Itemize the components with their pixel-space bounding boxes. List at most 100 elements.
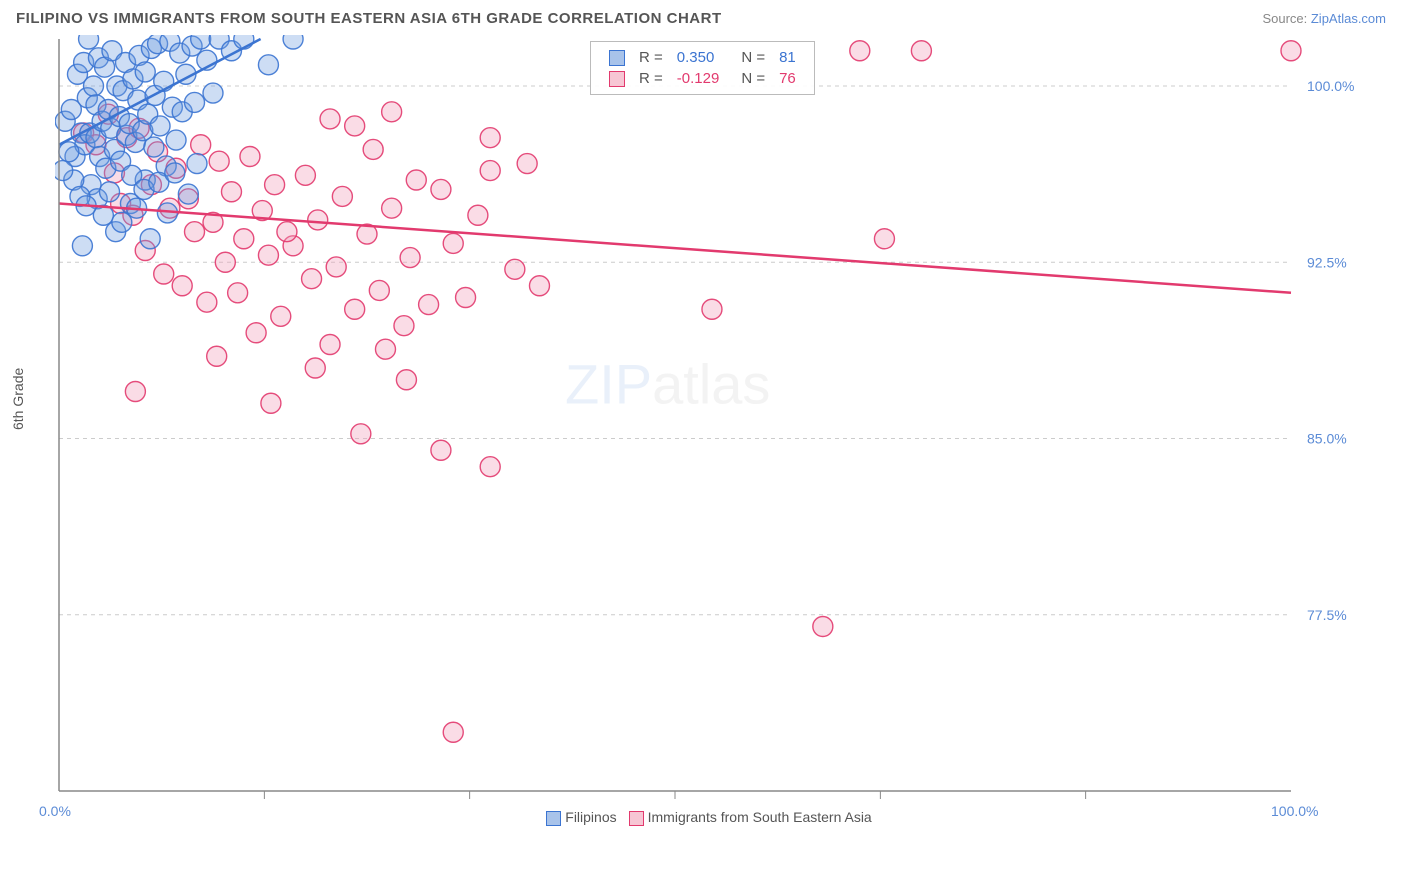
- data-point: [55, 161, 73, 181]
- data-point: [185, 222, 205, 242]
- data-point: [271, 306, 291, 326]
- data-point: [406, 170, 426, 190]
- data-point: [203, 83, 223, 103]
- legend-swatch-icon: [629, 811, 644, 826]
- data-point: [165, 163, 185, 183]
- data-point: [702, 299, 722, 319]
- data-point: [456, 288, 476, 308]
- data-point: [911, 41, 931, 61]
- n-value: 81: [773, 48, 802, 67]
- data-point: [443, 722, 463, 742]
- data-point: [382, 198, 402, 218]
- data-point: [150, 116, 170, 136]
- y-tick-label: 100.0%: [1307, 78, 1354, 94]
- data-point: [308, 210, 328, 230]
- data-point: [154, 71, 174, 91]
- y-tick-label: 92.5%: [1307, 254, 1347, 270]
- data-point: [234, 229, 254, 249]
- data-point: [326, 257, 346, 277]
- r-value: 0.350: [671, 48, 726, 67]
- data-point: [419, 295, 439, 315]
- data-point: [850, 41, 870, 61]
- data-point: [154, 264, 174, 284]
- x-tick-label: 0.0%: [39, 803, 71, 819]
- data-point: [320, 109, 340, 129]
- chart-legend: Filipinos Immigrants from South Eastern A…: [0, 805, 1406, 826]
- data-point: [480, 128, 500, 148]
- data-point: [345, 116, 365, 136]
- data-point: [261, 393, 281, 413]
- data-point: [363, 139, 383, 159]
- legend-swatch-icon: [609, 71, 625, 87]
- x-tick-label: 100.0%: [1271, 803, 1318, 819]
- correlation-stats-box: R = 0.350 N = 81 R = -0.129 N = 76: [590, 41, 815, 95]
- y-tick-label: 85.0%: [1307, 431, 1347, 447]
- data-point: [1281, 41, 1301, 61]
- data-point: [302, 269, 322, 289]
- data-point: [228, 283, 248, 303]
- data-point: [207, 346, 227, 366]
- scatter-chart: ZIPatlas 77.5% 85.0% 92.5% 100.0%: [55, 35, 1365, 805]
- source-attribution: Source: ZipAtlas.com: [1262, 11, 1386, 26]
- data-point: [517, 154, 537, 174]
- data-point: [295, 165, 315, 185]
- source-link[interactable]: ZipAtlas.com: [1311, 11, 1386, 26]
- data-point: [246, 323, 266, 343]
- y-tick-label: 77.5%: [1307, 607, 1347, 623]
- data-point: [191, 35, 211, 49]
- data-point: [529, 276, 549, 296]
- data-point: [178, 184, 198, 204]
- data-point: [172, 276, 192, 296]
- data-point: [187, 154, 207, 174]
- legend-swatch-icon: [546, 811, 561, 826]
- data-point: [59, 142, 79, 162]
- data-point: [209, 151, 229, 171]
- data-point: [320, 335, 340, 355]
- data-point: [125, 382, 145, 402]
- data-point: [400, 248, 420, 268]
- data-point: [813, 617, 833, 637]
- data-point: [215, 252, 235, 272]
- data-point: [505, 259, 525, 279]
- y-axis-label: 6th Grade: [10, 368, 26, 430]
- n-value: 76: [773, 69, 802, 88]
- data-point: [72, 236, 92, 256]
- data-point: [277, 222, 297, 242]
- data-point: [100, 182, 120, 202]
- data-point: [144, 137, 164, 157]
- data-point: [874, 229, 894, 249]
- chart-title: FILIPINO VS IMMIGRANTS FROM SOUTH EASTER…: [16, 10, 722, 27]
- data-point: [394, 316, 414, 336]
- data-point: [135, 62, 155, 82]
- data-point: [83, 76, 103, 96]
- legend-label: Filipinos: [565, 809, 616, 825]
- data-point: [480, 457, 500, 477]
- data-point: [332, 186, 352, 206]
- data-point: [375, 339, 395, 359]
- data-point: [351, 424, 371, 444]
- data-point: [283, 35, 303, 49]
- data-point: [258, 55, 278, 75]
- data-point: [431, 440, 451, 460]
- data-point: [480, 161, 500, 181]
- data-point: [369, 280, 389, 300]
- data-point: [140, 229, 160, 249]
- chart-container: ZIPatlas 77.5% 85.0% 92.5% 100.0% R = 0.350 …: [55, 35, 1388, 805]
- data-point: [185, 92, 205, 112]
- data-point: [305, 358, 325, 378]
- data-point: [191, 135, 211, 155]
- data-point: [221, 182, 241, 202]
- data-point: [431, 179, 451, 199]
- data-point: [79, 35, 99, 49]
- legend-swatch-icon: [609, 50, 625, 66]
- svg-text:ZIPatlas: ZIPatlas: [565, 352, 770, 415]
- data-point: [382, 102, 402, 122]
- data-point: [197, 292, 217, 312]
- data-point: [258, 245, 278, 265]
- data-point: [468, 205, 488, 225]
- data-point: [443, 233, 463, 253]
- r-value: -0.129: [671, 69, 726, 88]
- legend-label: Immigrants from South Eastern Asia: [648, 809, 872, 825]
- data-point: [166, 130, 186, 150]
- data-point: [396, 370, 416, 390]
